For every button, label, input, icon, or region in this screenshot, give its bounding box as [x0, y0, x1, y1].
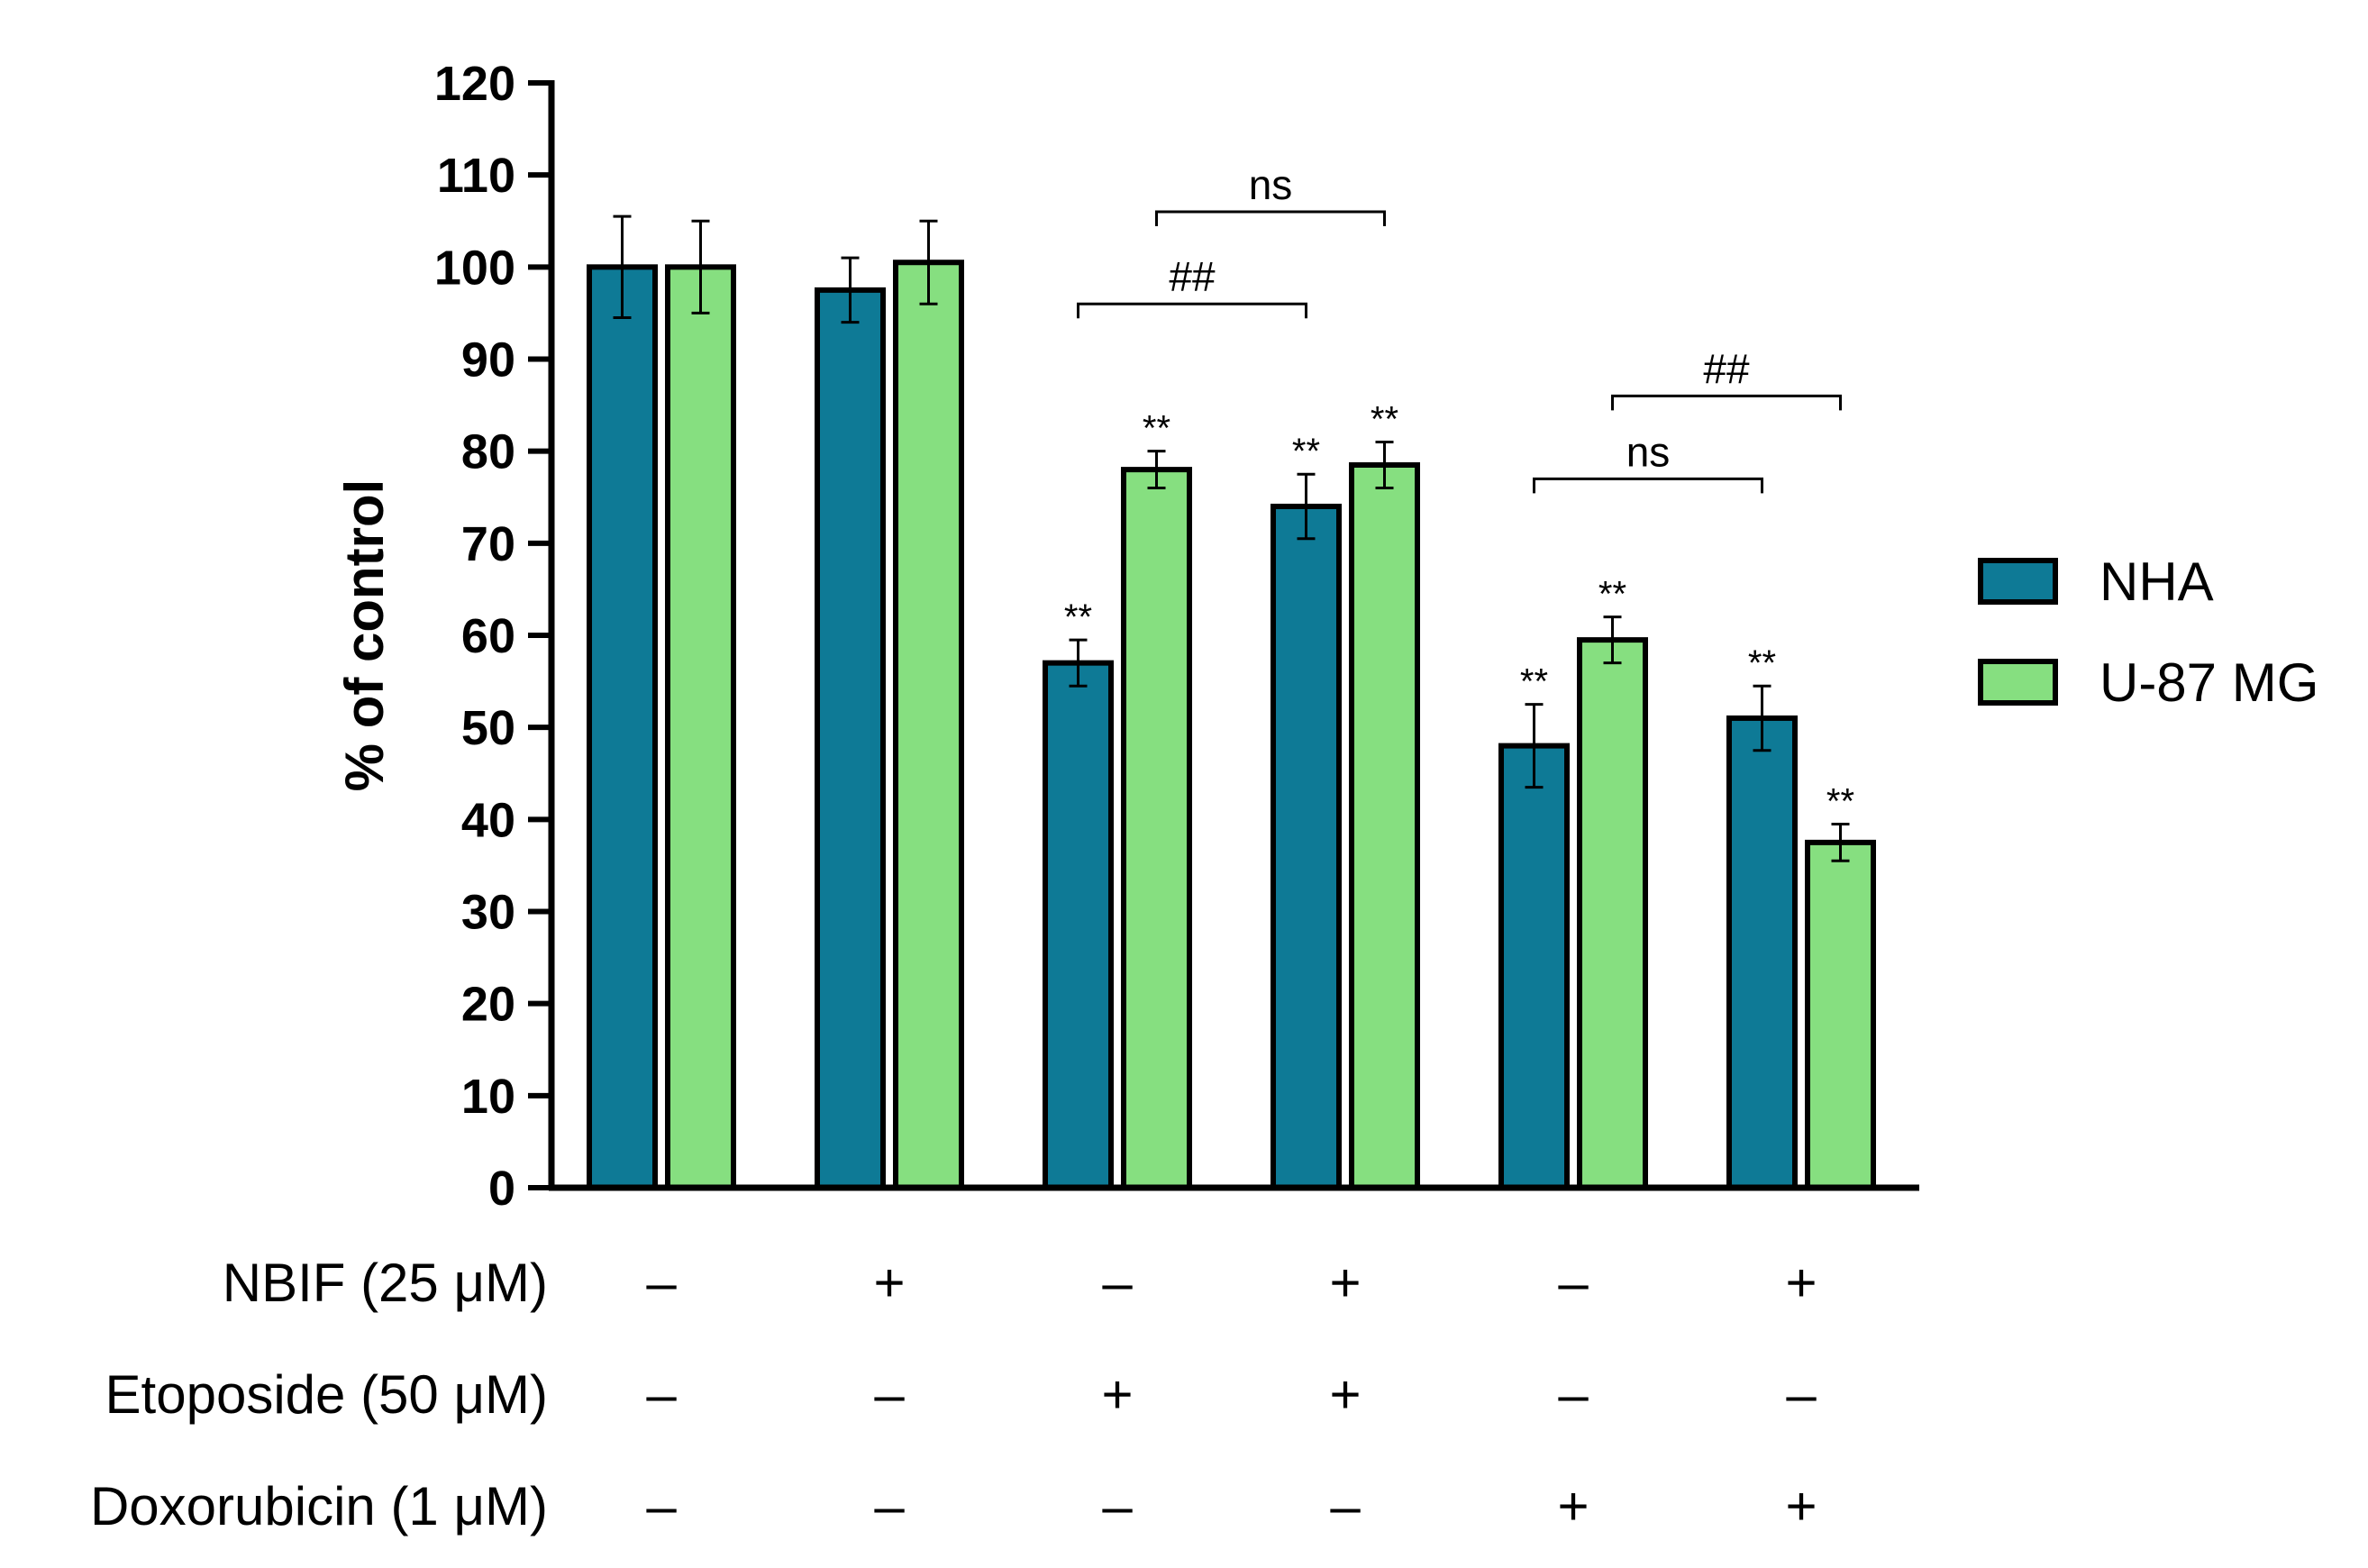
treatment-sign: –	[1330, 1476, 1361, 1536]
legend-label: U-87 MG	[2099, 652, 2318, 713]
y-tick-label: 10	[461, 1070, 515, 1124]
treatment-sign: +	[1785, 1253, 1817, 1313]
treatment-sign: –	[874, 1476, 905, 1536]
comparison-bracket	[1611, 394, 1842, 411]
legend-swatch	[1978, 558, 2058, 605]
comparison-label: ns	[1626, 428, 1671, 475]
bar-nha	[1498, 743, 1570, 1190]
bar-u87mg	[1121, 467, 1192, 1190]
bar-u87mg	[1577, 637, 1648, 1190]
treatment-sign: +	[1101, 1364, 1133, 1425]
comparison-bracket	[1077, 302, 1307, 319]
treatment-label: Etoposide (50 μM)	[105, 1364, 548, 1425]
treatment-sign: –	[1102, 1476, 1133, 1536]
y-tick-label: 50	[461, 701, 515, 755]
treatment-sign: –	[1102, 1253, 1133, 1313]
y-tick-label: 30	[461, 886, 515, 940]
treatment-sign: +	[1329, 1253, 1361, 1313]
significance-marker: **	[1064, 597, 1092, 637]
y-tick-label: 60	[461, 609, 515, 663]
bar-u87mg	[1349, 461, 1420, 1190]
y-tick-label: 20	[461, 978, 515, 1032]
y-tick-label: 90	[461, 333, 515, 387]
comparison-label: ##	[1703, 345, 1750, 392]
significance-marker: **	[1292, 432, 1320, 471]
treatment-label: NBIF (25 μM)	[223, 1253, 548, 1313]
treatment-sign: +	[1329, 1364, 1361, 1425]
treatment-sign: –	[874, 1364, 905, 1425]
y-tick-label: 120	[434, 57, 515, 111]
significance-marker: **	[1371, 399, 1398, 439]
treatment-sign: –	[1558, 1253, 1589, 1313]
comparison-bracket	[1533, 477, 1763, 494]
y-tick-label: 0	[488, 1162, 515, 1216]
significance-marker: **	[1748, 643, 1776, 683]
comparison-label: ##	[1169, 253, 1216, 300]
treatment-sign: –	[1558, 1364, 1589, 1425]
treatment-sign: +	[1785, 1476, 1817, 1536]
bar-u87mg	[665, 264, 736, 1191]
significance-marker: **	[1520, 662, 1548, 702]
bar-nha	[815, 287, 886, 1190]
treatment-sign: –	[1786, 1364, 1817, 1425]
treatment-sign: –	[646, 1253, 677, 1313]
bar-nha	[1726, 715, 1798, 1190]
comparison-bracket	[1155, 210, 1386, 227]
bar-nha	[1043, 660, 1114, 1190]
y-tick-label: 110	[437, 149, 515, 203]
bar-nha	[587, 264, 658, 1191]
significance-marker: **	[1598, 575, 1626, 615]
y-tick-label: 70	[461, 517, 515, 571]
y-axis-title: % of control	[334, 479, 395, 792]
legend-label: NHA	[2099, 552, 2214, 612]
significance-marker: **	[1826, 781, 1854, 821]
treatment-sign: +	[1557, 1476, 1589, 1536]
treatment-sign: –	[646, 1476, 677, 1536]
y-tick-label: 100	[434, 241, 515, 295]
y-tick-label: 80	[461, 425, 515, 479]
treatment-sign: +	[873, 1253, 905, 1313]
treatment-sign: –	[646, 1364, 677, 1425]
y-tick-label: 40	[461, 793, 515, 847]
treatment-label: Doxorubicin (1 μM)	[90, 1476, 548, 1536]
significance-marker: **	[1143, 409, 1170, 449]
bar-nha	[1271, 503, 1342, 1190]
comparison-label: ns	[1249, 161, 1293, 208]
legend-swatch	[1978, 659, 2058, 706]
bar-u87mg	[1805, 839, 1876, 1190]
bar-u87mg	[893, 260, 964, 1191]
